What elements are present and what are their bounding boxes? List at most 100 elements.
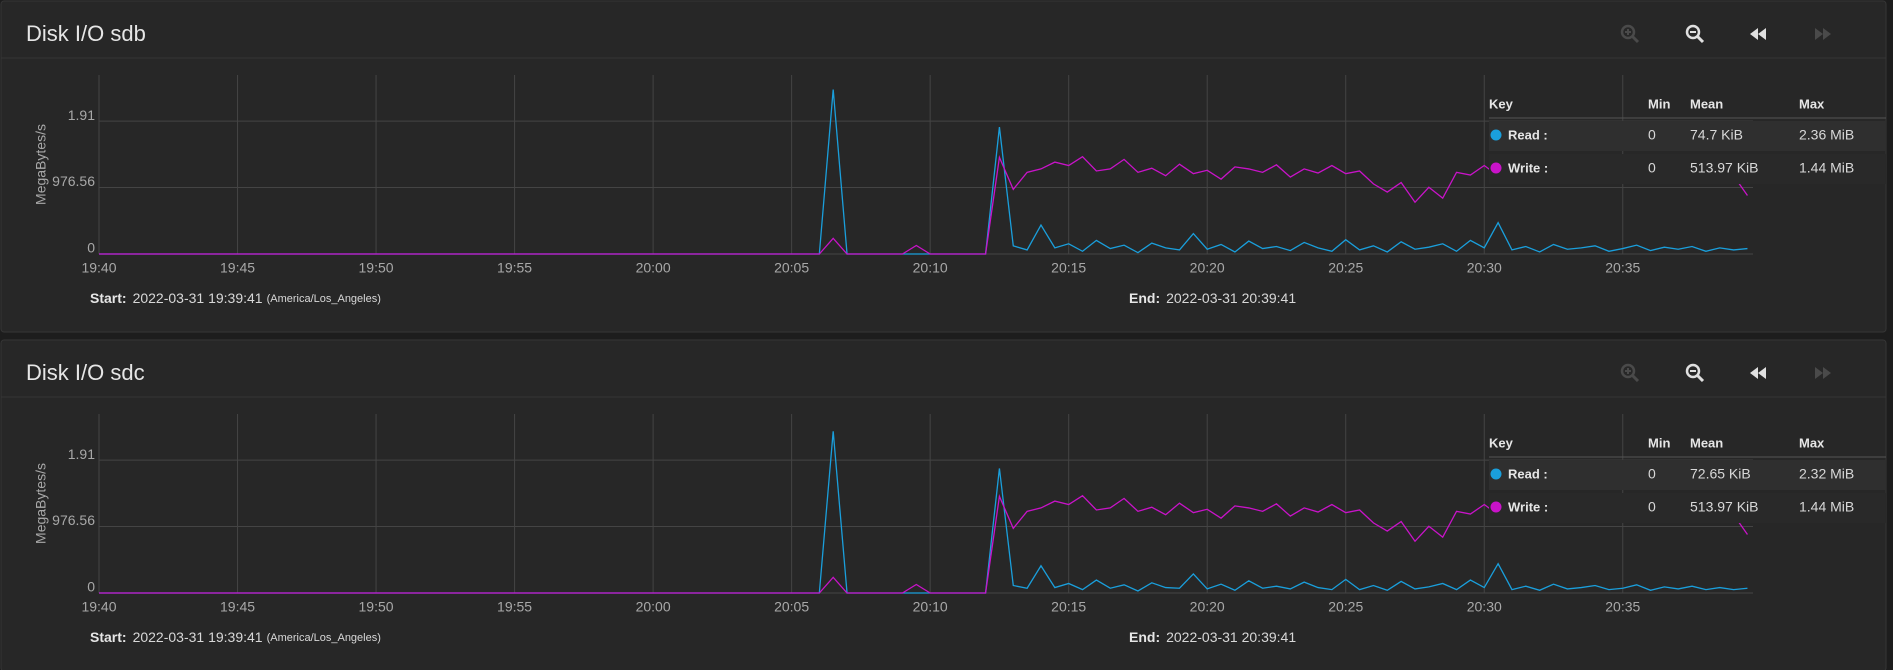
chart-title: Disk I/O sdb bbox=[26, 21, 146, 46]
legend-label: Write : bbox=[1508, 499, 1548, 514]
key-row bbox=[1489, 460, 1886, 490]
key-header: Max bbox=[1799, 435, 1825, 450]
key-header: Min bbox=[1648, 96, 1670, 111]
end-time: 2022-03-31 20:39:41 bbox=[1166, 629, 1296, 645]
key-mean: 513.97 KiB bbox=[1690, 499, 1759, 515]
key-min: 0 bbox=[1648, 160, 1656, 176]
key-header: Mean bbox=[1690, 435, 1723, 450]
y-axis-label: MegaBytes/s bbox=[33, 124, 49, 205]
zoom-in-button[interactable] bbox=[1620, 24, 1640, 44]
legend-label: Read : bbox=[1508, 466, 1548, 481]
icon-handle bbox=[1695, 34, 1705, 44]
icon-lens bbox=[1685, 24, 1701, 40]
x-tick-label: 20:20 bbox=[1190, 260, 1225, 276]
legend-marker bbox=[1490, 162, 1502, 174]
icon-handle bbox=[1630, 373, 1640, 383]
key-max: 1.44 MiB bbox=[1799, 499, 1854, 515]
key-header: Min bbox=[1648, 435, 1670, 450]
key-header: Key bbox=[1489, 435, 1514, 450]
x-tick-label: 19:40 bbox=[81, 599, 116, 615]
legend-marker bbox=[1490, 468, 1502, 480]
key-min: 0 bbox=[1648, 466, 1656, 482]
series-line bbox=[99, 493, 1748, 594]
x-tick-label: 20:20 bbox=[1190, 599, 1225, 615]
x-tick-label: 19:55 bbox=[497, 599, 532, 615]
y-tick-label: 976.56 bbox=[52, 512, 95, 528]
icon-handle bbox=[1630, 34, 1640, 44]
x-tick-label: 19:50 bbox=[359, 599, 394, 615]
y-axis-label: MegaBytes/s bbox=[33, 463, 49, 544]
rewind-button[interactable] bbox=[1750, 367, 1766, 379]
legend-marker bbox=[1490, 501, 1502, 513]
x-tick-label: 20:15 bbox=[1051, 260, 1086, 276]
x-tick-label: 20:35 bbox=[1605, 260, 1640, 276]
end-label: End: bbox=[1129, 290, 1160, 306]
key-max: 2.36 MiB bbox=[1799, 127, 1854, 143]
timezone: (America/Los_Angeles) bbox=[267, 293, 381, 305]
key-min: 0 bbox=[1648, 499, 1656, 515]
icon-arrows bbox=[1750, 28, 1766, 40]
icon-lens bbox=[1685, 363, 1701, 379]
chart-panel: Disk I/O sdb 19:40 19:45 19:50 19:55 20:00 20:… bbox=[0, 0, 1887, 333]
start-line: Start: 2022-03-31 19:39:41 (America/Los_An… bbox=[90, 290, 381, 306]
start-label: Start: bbox=[90, 629, 127, 645]
x-tick-label: 20:25 bbox=[1328, 599, 1363, 615]
zoom-out-button[interactable] bbox=[1685, 24, 1705, 44]
x-tick-label: 20:25 bbox=[1328, 260, 1363, 276]
icon-arrows bbox=[1815, 367, 1831, 379]
y-tick-label: 0 bbox=[87, 579, 95, 595]
key-row bbox=[1489, 121, 1886, 151]
key-header: Key bbox=[1489, 96, 1514, 111]
icon-lens bbox=[1620, 363, 1636, 379]
x-tick-label: 20:00 bbox=[636, 260, 671, 276]
x-tick-label: 20:15 bbox=[1051, 599, 1086, 615]
start-label: Start: bbox=[90, 290, 127, 306]
x-tick-label: 19:45 bbox=[220, 599, 255, 615]
x-tick-label: 20:10 bbox=[913, 599, 948, 615]
y-tick-label: 1.91 bbox=[68, 446, 95, 462]
icon-arrows bbox=[1750, 367, 1766, 379]
x-tick-label: 20:30 bbox=[1467, 260, 1502, 276]
key-min: 0 bbox=[1648, 127, 1656, 143]
key-row bbox=[1489, 493, 1886, 523]
x-tick-label: 20:00 bbox=[636, 599, 671, 615]
y-tick-label: 1.91 bbox=[68, 107, 95, 123]
x-tick-label: 19:40 bbox=[81, 260, 116, 276]
rewind-button[interactable] bbox=[1750, 28, 1766, 40]
end-line: End: 2022-03-31 20:39:41 bbox=[1129, 290, 1296, 306]
end-label: End: bbox=[1129, 629, 1160, 645]
start-line: Start: 2022-03-31 19:39:41 (America/Los_An… bbox=[90, 629, 381, 645]
forward-button[interactable] bbox=[1815, 28, 1831, 40]
legend-marker bbox=[1490, 129, 1502, 141]
x-tick-label: 20:35 bbox=[1605, 599, 1640, 615]
x-tick-label: 20:10 bbox=[913, 260, 948, 276]
icon-arrows bbox=[1815, 28, 1831, 40]
end-time: 2022-03-31 20:39:41 bbox=[1166, 290, 1296, 306]
series-line bbox=[99, 154, 1748, 255]
key-header: Mean bbox=[1690, 96, 1723, 111]
zoom-in-button[interactable] bbox=[1620, 363, 1640, 383]
timezone: (America/Los_Angeles) bbox=[267, 632, 381, 644]
key-row bbox=[1489, 154, 1886, 184]
forward-button[interactable] bbox=[1815, 367, 1831, 379]
key-max: 2.32 MiB bbox=[1799, 466, 1854, 482]
icon-handle bbox=[1695, 373, 1705, 383]
key-max: 1.44 MiB bbox=[1799, 160, 1854, 176]
y-tick-label: 976.56 bbox=[52, 173, 95, 189]
chart-title: Disk I/O sdc bbox=[26, 360, 145, 385]
key-mean: 74.7 KiB bbox=[1690, 127, 1743, 143]
x-tick-label: 19:45 bbox=[220, 260, 255, 276]
zoom-out-button[interactable] bbox=[1685, 363, 1705, 383]
start-time: 2022-03-31 19:39:41 bbox=[133, 629, 263, 645]
chart-panel: Disk I/O sdc 19:40 19:45 19:50 19:55 20:00 20:… bbox=[0, 339, 1887, 670]
key-header: Max bbox=[1799, 96, 1825, 111]
x-tick-label: 20:30 bbox=[1467, 599, 1502, 615]
legend-label: Read : bbox=[1508, 127, 1548, 142]
x-tick-label: 20:05 bbox=[774, 260, 809, 276]
end-line: End: 2022-03-31 20:39:41 bbox=[1129, 629, 1296, 645]
x-tick-label: 20:05 bbox=[774, 599, 809, 615]
key-mean: 513.97 KiB bbox=[1690, 160, 1759, 176]
start-time: 2022-03-31 19:39:41 bbox=[133, 290, 263, 306]
key-mean: 72.65 KiB bbox=[1690, 466, 1751, 482]
